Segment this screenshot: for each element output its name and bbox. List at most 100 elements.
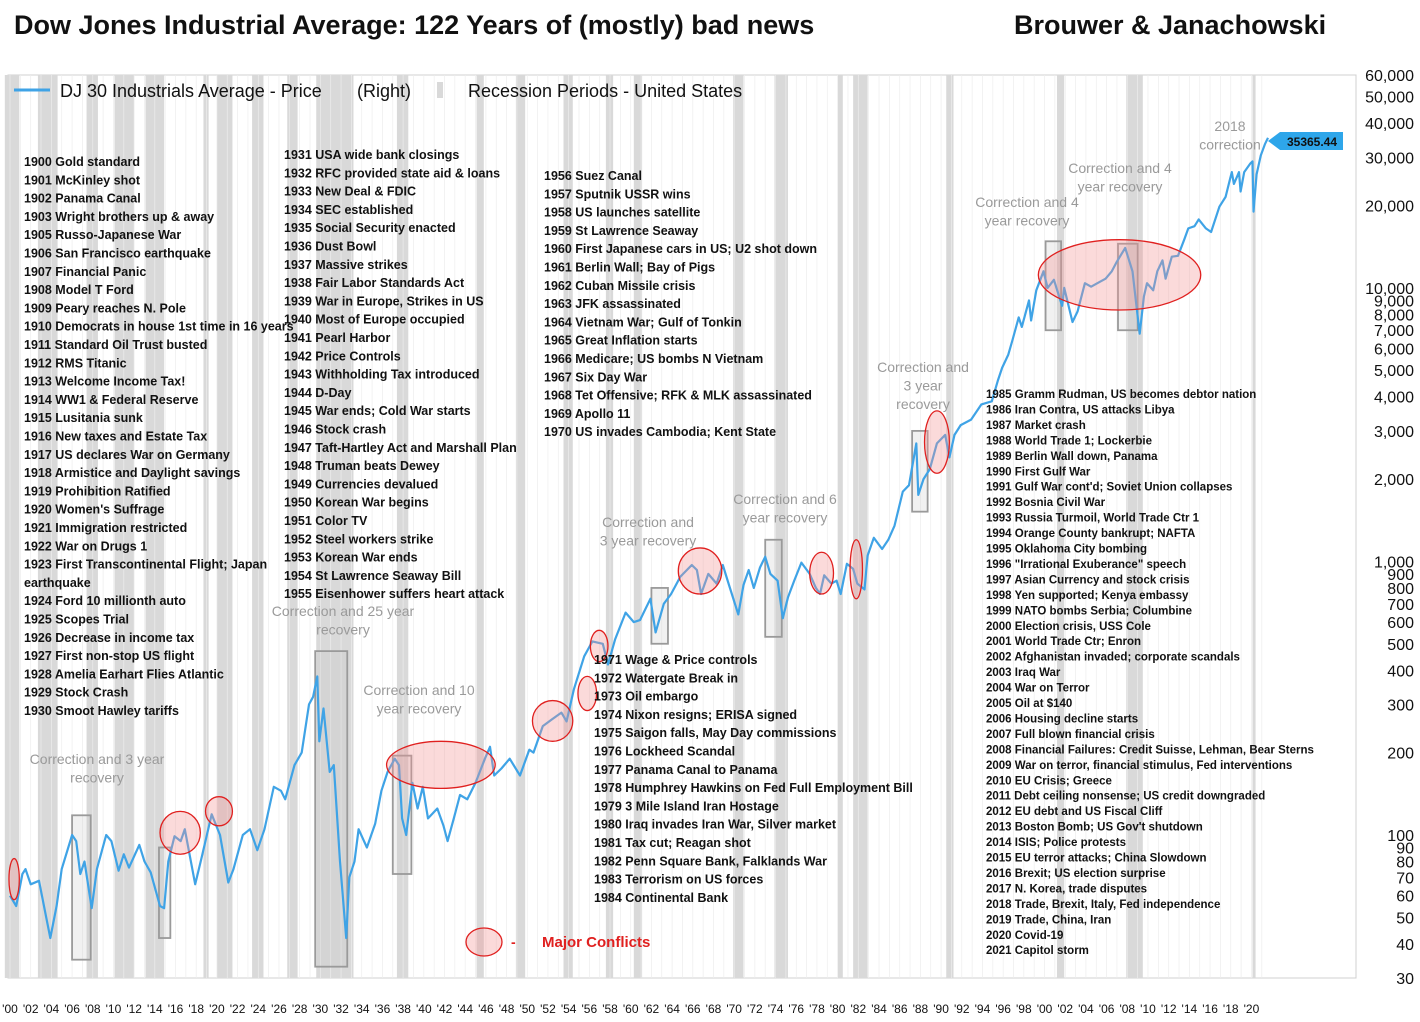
recession-band-8 — [287, 75, 298, 978]
event-1-0: 1900 Gold standard — [24, 155, 140, 169]
x-tick-label-44: '88 — [913, 1002, 929, 1016]
event-5-18: 2003 Iraq War — [986, 667, 1061, 679]
event-1-27: 1927 First non-stop US flight — [24, 649, 195, 663]
event-1-11: 1912 RMS Titanic — [24, 356, 127, 370]
event-4-3: 1974 Nixon resigns; ERISA signed — [594, 708, 797, 722]
event-3-0: 1956 Suez Canal — [544, 169, 642, 183]
x-tick-label-50: '00 — [1037, 1002, 1053, 1016]
y-tick-label-11: 500 — [1387, 637, 1414, 654]
event-5-8: 1993 Russia Turmoil, World Trade Ctr 1 — [986, 513, 1200, 525]
correction-label-9-0: 2018 — [1214, 118, 1245, 134]
x-tick-label-42: '84 — [871, 1002, 887, 1016]
correction-label-6-1: 3 year — [904, 378, 943, 394]
event-3-3: 1959 St Lawrence Seaway — [544, 224, 698, 238]
event-1-17: 1918 Armistice and Daylight savings — [24, 466, 240, 480]
recession-band-23 — [1252, 75, 1256, 978]
y-tick-label-8: 200 — [1387, 746, 1414, 763]
recession-band-13 — [563, 75, 573, 978]
recession-band-20 — [946, 75, 954, 978]
x-tick-label-25: '50 — [519, 1002, 535, 1016]
conflict-ellipse-1 — [159, 810, 202, 855]
event-1-9: 1910 Democrats in house 1st time in 16 y… — [24, 320, 294, 334]
conflict-ellipse-2 — [204, 796, 234, 827]
x-tick-label-51: '02 — [1057, 1002, 1073, 1016]
event-3-7: 1963 JFK assassinated — [544, 297, 681, 311]
recession-band-10 — [396, 75, 409, 978]
event-2-9: 1940 Most of Europe occupied — [284, 313, 465, 327]
event-1-30: 1930 Smoot Hawley tariffs — [24, 704, 179, 718]
event-annotations: 1900 Gold standard 1901 McKinley shot 1902… — [24, 148, 1314, 957]
conflict-ellipse-4 — [531, 699, 574, 742]
recession-band-6 — [216, 75, 233, 978]
legend-price-label: DJ 30 Industrials Average - Price — [60, 81, 322, 101]
x-tick-label-58: '16 — [1202, 1002, 1218, 1016]
x-tick-label-2: '04 — [44, 1002, 60, 1016]
correction-label-0-0: Correction and 3 year — [30, 751, 165, 767]
recession-band-5 — [203, 75, 209, 978]
x-tick-label-36: '72 — [747, 1002, 763, 1016]
x-tick-label-33: '66 — [685, 1002, 701, 1016]
event-5-10: 1995 Oklahoma City bombing — [986, 544, 1147, 556]
event-5-0: 1985 Gramm Rudman, US becomes debtor nat… — [986, 389, 1256, 401]
y-tick-label-0: 30 — [1396, 971, 1414, 988]
y-tick-label-7: 100 — [1387, 828, 1414, 845]
event-5-1: 1986 Iran Contra, US attacks Libya — [986, 404, 1175, 416]
x-tick-label-46: '92 — [954, 1002, 970, 1016]
chart-author: Brouwer & Janachowski — [1014, 10, 1327, 40]
x-tick-label-60: '20 — [1244, 1002, 1260, 1016]
event-5-33: 2018 Trade, Brexit, Italy, Fed independe… — [986, 899, 1220, 911]
correction-label-6-2: recovery — [896, 396, 950, 412]
event-5-21: 2006 Housing decline starts — [986, 713, 1138, 725]
event-5-6: 1991 Gulf War cont'd; Soviet Union colla… — [986, 482, 1232, 494]
event-2-24: 1955 Eisenhower suffers heart attack — [284, 587, 504, 601]
x-tick-label-55: '10 — [1140, 1002, 1156, 1016]
event-2-2: 1933 New Deal & FDIC — [284, 185, 416, 199]
event-5-2: 1987 Market crash — [986, 420, 1086, 432]
correction-label-7-1: year recovery — [985, 213, 1070, 229]
recession-band-14 — [605, 75, 614, 978]
event-4-8: 1979 3 Mile Island Iran Hostage — [594, 799, 779, 813]
y-tick-label-5: 80 — [1396, 854, 1414, 871]
legend: DJ 30 Industrials Average - Price (Right… — [14, 81, 742, 101]
event-2-3: 1934 SEC established — [284, 203, 413, 217]
x-tick-label-39: '78 — [809, 1002, 825, 1016]
event-1-5: 1906 San Francisco earthquake — [24, 247, 211, 261]
x-tick-label-49: '98 — [1016, 1002, 1032, 1016]
y-tick-label-6: 90 — [1396, 840, 1414, 857]
major-conflict-ellipses — [8, 239, 1202, 901]
y-tick-label-27: 30,000 — [1365, 150, 1414, 167]
x-tick-label-15: '30 — [313, 1002, 329, 1016]
conflict-key: - Major Conflicts — [465, 927, 650, 957]
event-1-20: 1921 Immigration restricted — [24, 521, 187, 535]
event-3-12: 1968 Tet Offensive; RFK & MLK assassinat… — [544, 389, 812, 403]
conflict-ellipse-9 — [849, 539, 864, 600]
x-tick-label-52: '04 — [1078, 1002, 1094, 1016]
x-tick-label-28: '56 — [582, 1002, 598, 1016]
event-5-24: 2009 War on terror, financial stimulus, … — [986, 760, 1292, 772]
x-tick-label-17: '34 — [354, 1002, 370, 1016]
x-tick-label-1: '02 — [23, 1002, 39, 1016]
correction-label-4-0: Correction and — [602, 514, 694, 530]
legend-recession-label: Recession Periods - United States — [468, 81, 742, 101]
last-value-arrow — [1268, 132, 1343, 150]
event-2-4: 1935 Social Security enacted — [284, 221, 456, 235]
last-value-tag: 35365.44 — [1268, 132, 1343, 150]
x-tick-label-38: '76 — [788, 1002, 804, 1016]
y-tick-label-30: 60,000 — [1365, 68, 1414, 85]
event-5-27: 2012 EU debt and US Fiscal Cliff — [986, 806, 1163, 818]
recession-band-17 — [774, 75, 788, 978]
recession-band-18 — [837, 75, 843, 978]
x-axis-ticks: '00 '02 '04 '06 '08 '10 '12 '14 '16 '18 '20 '22 '24 '… — [2, 1002, 1259, 1016]
y-tick-label-16: 1,000 — [1374, 554, 1414, 571]
correction-label-5-0: Correction and 6 — [733, 491, 837, 507]
x-tick-label-13: '26 — [271, 1002, 287, 1016]
event-1-3: 1903 Wright brothers up & away — [24, 210, 214, 224]
x-tick-label-20: '40 — [416, 1002, 432, 1016]
event-5-4: 1989 Berlin Wall down, Panama — [986, 451, 1158, 463]
correction-box-5 — [764, 538, 783, 638]
x-tick-label-10: '20 — [209, 1002, 225, 1016]
event-4-4: 1975 Saigon falls, May Day commissions — [594, 726, 837, 740]
event-5-20: 2005 Oil at $140 — [986, 698, 1072, 710]
y-tick-label-18: 3,000 — [1374, 424, 1414, 441]
correction-label-0-1: recovery — [70, 770, 124, 786]
